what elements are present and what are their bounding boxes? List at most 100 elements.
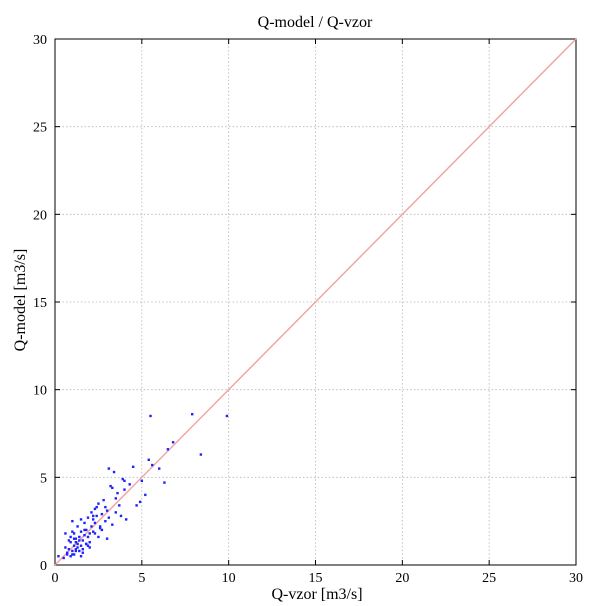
- x-tick-label: 25: [482, 571, 496, 586]
- data-point: [86, 535, 90, 539]
- y-axis-label: Q-model [m3/s]: [12, 249, 29, 352]
- data-point: [114, 497, 117, 500]
- data-point: [131, 465, 135, 469]
- data-point: [76, 546, 79, 549]
- x-tick-label: 30: [569, 571, 583, 586]
- data-point: [69, 555, 72, 558]
- data-point: [199, 453, 203, 456]
- data-point: [71, 549, 74, 553]
- data-point: [72, 532, 76, 535]
- y-tick-label: 25: [33, 121, 47, 136]
- reference-line: [54, 38, 577, 566]
- data-point: [72, 544, 76, 547]
- data-point: [85, 528, 88, 532]
- data-point: [71, 530, 74, 533]
- data-point: [62, 556, 65, 560]
- data-point: [88, 546, 91, 549]
- data-point: [225, 414, 229, 418]
- data-point: [71, 519, 74, 523]
- data-point: [125, 518, 128, 521]
- x-tick-label: 20: [395, 571, 409, 586]
- data-point: [90, 525, 93, 528]
- data-point: [79, 518, 83, 521]
- data-point: [69, 541, 72, 544]
- x-tick-label: 15: [309, 571, 323, 586]
- data-point: [93, 532, 97, 535]
- data-point: [98, 525, 102, 528]
- data-point: [163, 481, 166, 484]
- data-point: [104, 505, 107, 509]
- data-point: [67, 539, 71, 542]
- y-tick-label: 0: [40, 559, 47, 574]
- data-point: [191, 413, 194, 416]
- data-point: [78, 539, 81, 542]
- data-point: [104, 519, 107, 523]
- data-point: [121, 477, 124, 481]
- data-point: [111, 486, 114, 490]
- y-tick-label: 15: [33, 296, 47, 311]
- data-point: [64, 532, 67, 535]
- data-point: [86, 516, 90, 519]
- data-point: [74, 549, 78, 553]
- x-tick-label: 10: [222, 571, 236, 586]
- y-tick-label: 10: [33, 384, 47, 399]
- data-point: [74, 548, 78, 551]
- data-point: [100, 512, 104, 516]
- data-point: [93, 507, 97, 511]
- data-point: [74, 541, 78, 544]
- data-point: [76, 542, 79, 546]
- data-point: [95, 505, 98, 509]
- data-point: [97, 502, 100, 505]
- data-point: [64, 546, 67, 549]
- data-point: [79, 530, 83, 533]
- data-point: [83, 528, 86, 532]
- data-point: [74, 537, 78, 540]
- data-point: [135, 504, 138, 507]
- data-point: [86, 544, 90, 547]
- data-point: [158, 467, 161, 470]
- data-point: [81, 539, 84, 542]
- data-point: [65, 551, 69, 554]
- data-point: [105, 537, 109, 540]
- data-point: [92, 514, 95, 518]
- data-point: [123, 488, 126, 491]
- data-point: [171, 441, 175, 444]
- x-axis-label: Q-vzor [m3/s]: [271, 586, 362, 603]
- data-point: [69, 535, 72, 539]
- data-point: [79, 555, 83, 558]
- data-point: [97, 535, 100, 539]
- data-point: [72, 553, 76, 556]
- data-point: [83, 533, 86, 537]
- data-point: [98, 526, 102, 530]
- data-point: [71, 553, 74, 556]
- data-point: [92, 518, 95, 521]
- data-point: [81, 551, 84, 554]
- data-point: [144, 493, 147, 497]
- data-point: [90, 511, 93, 514]
- y-tick-label: 30: [33, 33, 47, 48]
- data-point: [67, 548, 71, 551]
- data-point: [78, 535, 81, 539]
- x-tick-label: 0: [52, 571, 59, 586]
- data-point: [88, 541, 91, 544]
- data-point: [114, 511, 117, 514]
- data-point: [102, 498, 105, 502]
- data-point: [109, 484, 112, 488]
- data-points: [57, 413, 229, 560]
- data-point: [83, 521, 86, 525]
- data-point: [166, 448, 170, 451]
- data-point: [88, 532, 91, 535]
- data-point: [81, 548, 84, 551]
- data-point: [151, 463, 154, 467]
- x-tick-label: 5: [138, 571, 145, 586]
- data-point: [57, 555, 60, 558]
- data-point: [100, 528, 104, 532]
- data-point: [116, 491, 119, 495]
- data-point: [149, 414, 152, 418]
- data-point: [138, 500, 142, 504]
- data-point: [123, 479, 126, 483]
- data-point: [92, 530, 95, 533]
- data-point: [65, 553, 69, 556]
